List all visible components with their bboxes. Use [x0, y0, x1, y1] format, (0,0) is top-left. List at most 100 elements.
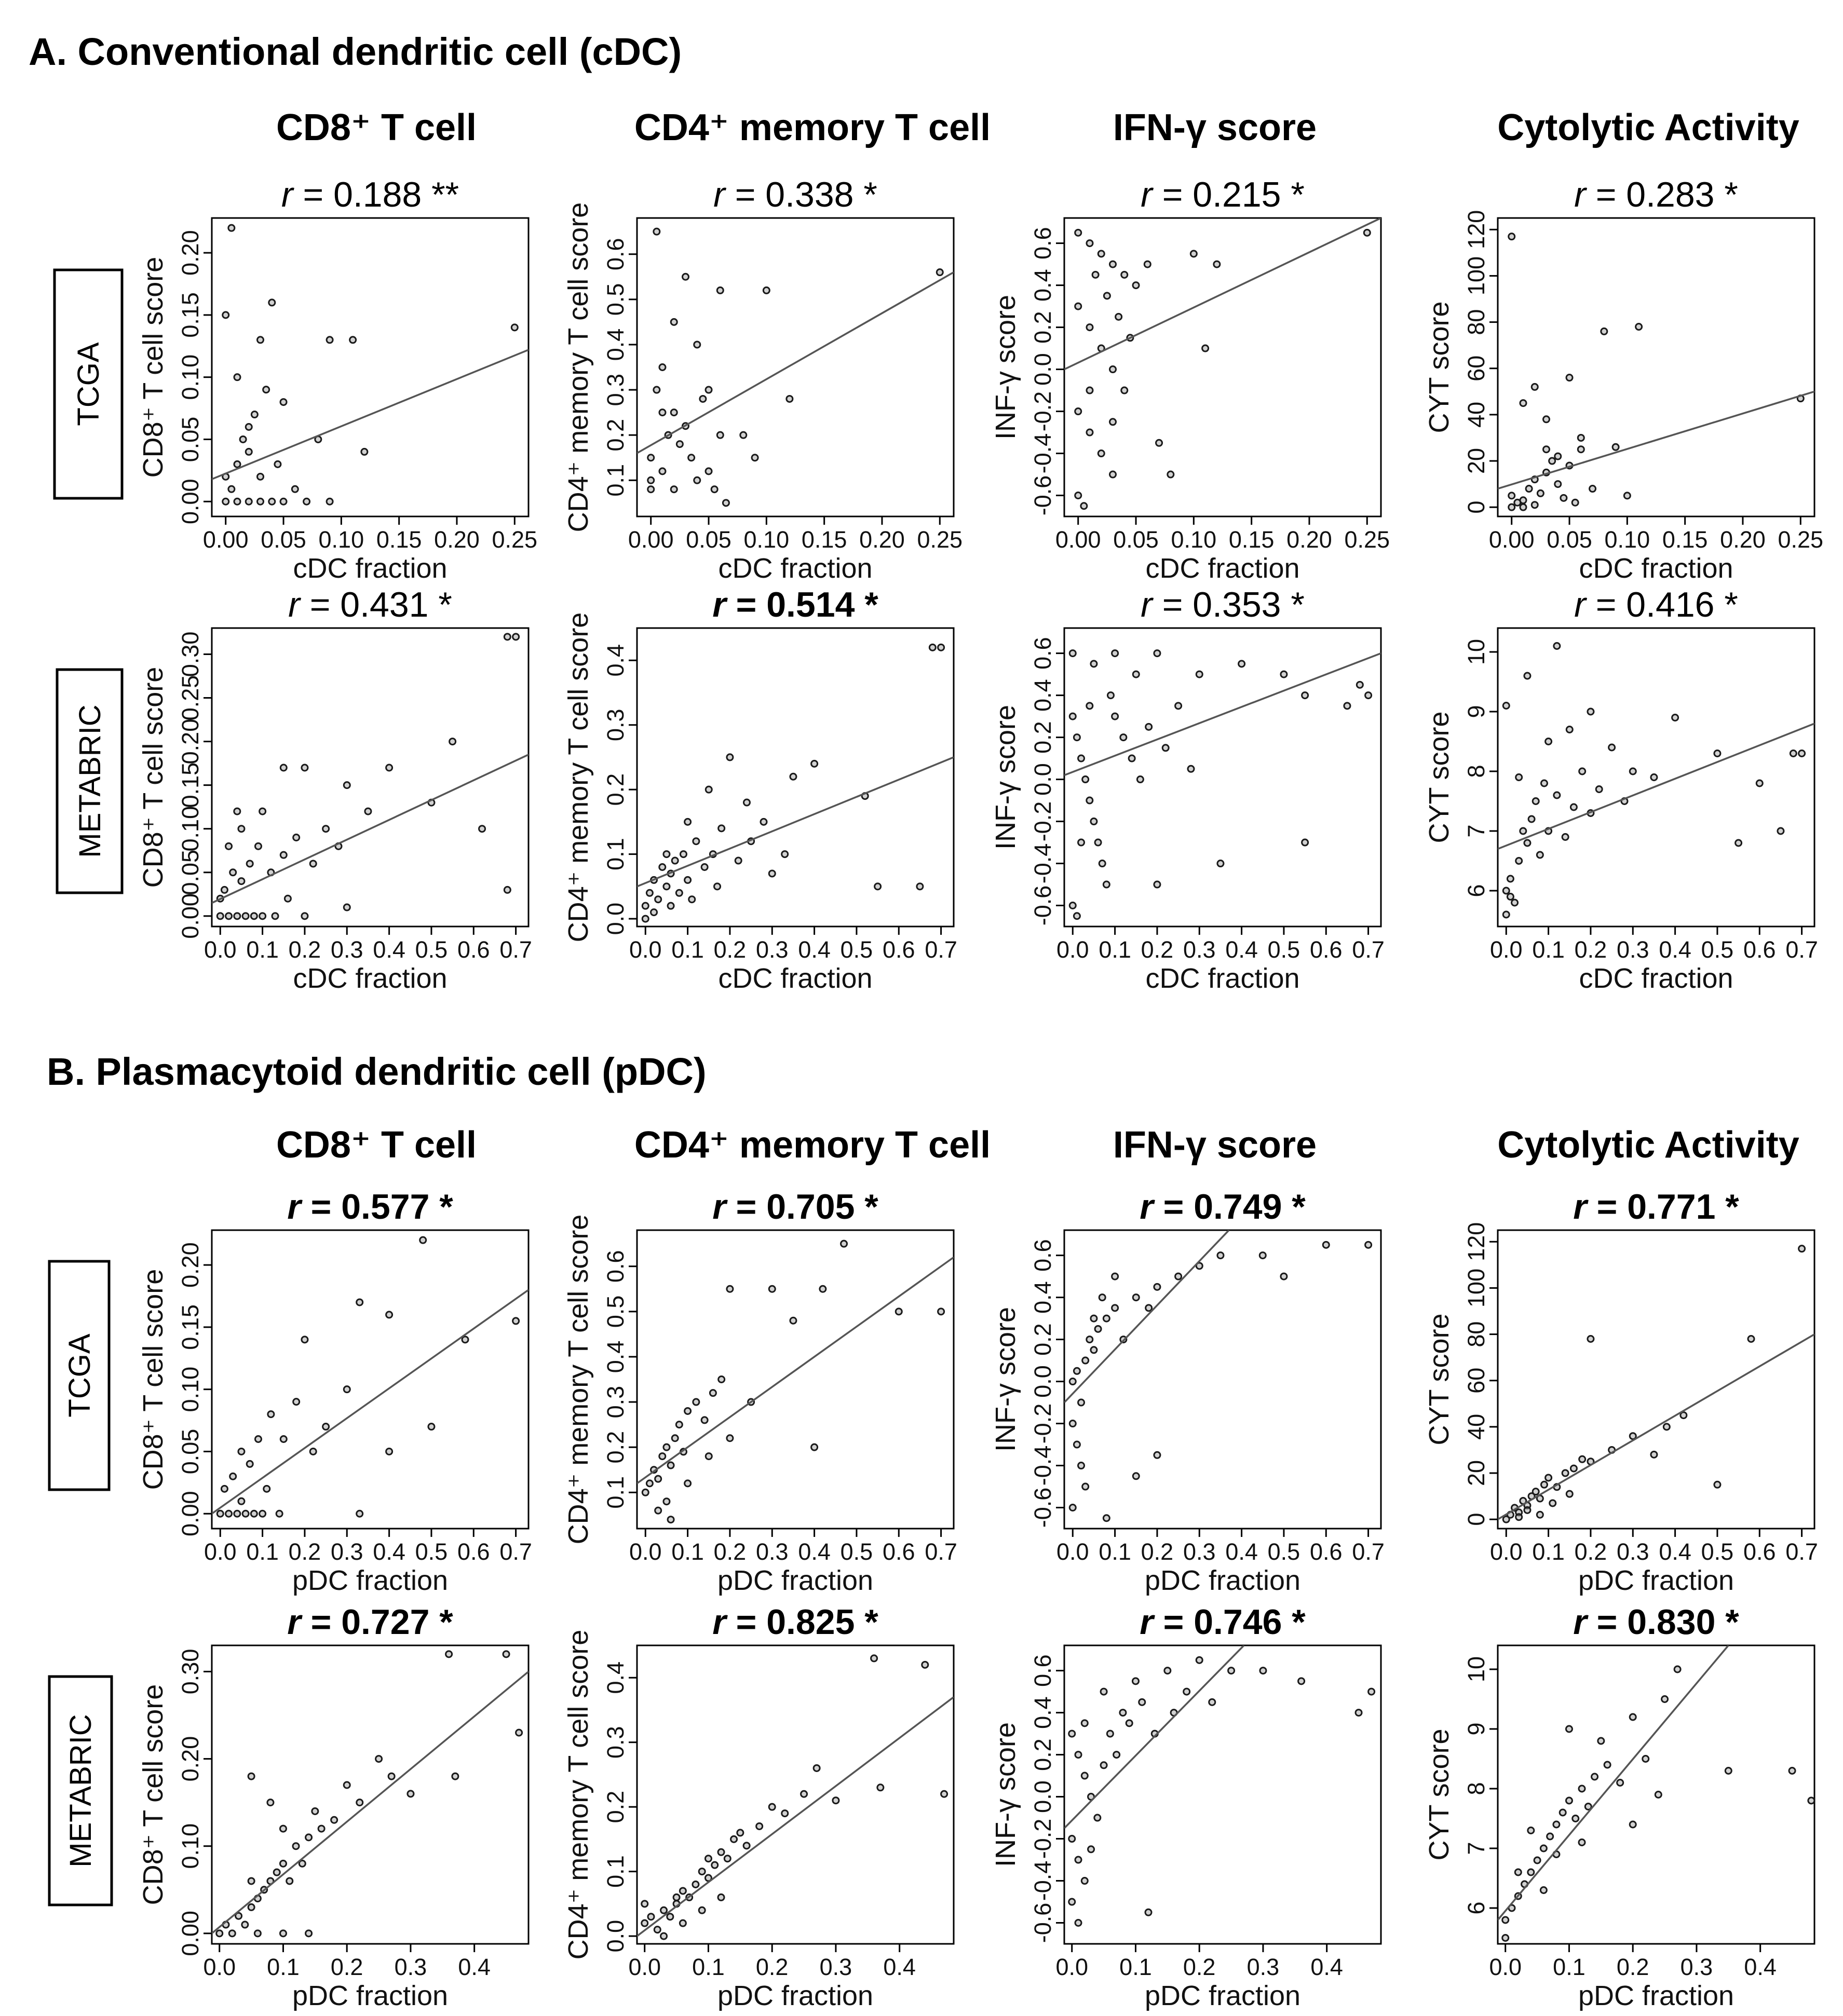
- data-point: [241, 912, 250, 920]
- data-point: [1595, 785, 1603, 793]
- data-point: [267, 1410, 275, 1419]
- data-point: [1532, 1488, 1540, 1496]
- data-point: [641, 915, 649, 923]
- data-point: [921, 1660, 929, 1669]
- data-point: [840, 1239, 848, 1248]
- data-layer: [637, 643, 954, 923]
- x-tick-label: 0.1: [671, 936, 704, 963]
- data-point: [874, 882, 882, 891]
- data-point: [700, 1416, 709, 1424]
- x-tick-label: 0.4: [373, 936, 405, 963]
- x-tick-label: 0.1: [246, 1538, 279, 1565]
- plot-frame: [1063, 1644, 1382, 1945]
- x-tick-label: 0.0: [1490, 1538, 1523, 1565]
- y-axis-label: INF-γ score: [990, 705, 1021, 850]
- x-tick-label: 0.10: [744, 526, 790, 553]
- data-point: [1097, 449, 1105, 458]
- y-tick-label: 0.15: [177, 292, 204, 338]
- x-tick-label: 0.3: [1617, 1538, 1649, 1565]
- correlation-label: r = 0.771 *: [1573, 1187, 1739, 1227]
- data-point: [660, 1906, 668, 1914]
- x-tick-label: 0.6: [457, 936, 490, 963]
- data-point: [1074, 492, 1082, 500]
- section-a-column-headers: CD8⁺ T cell CD4⁺ memory T cell IFN-γ sco…: [276, 107, 1799, 148]
- data-point: [263, 1484, 271, 1493]
- data-point: [1589, 485, 1597, 493]
- data-point: [1227, 1667, 1236, 1675]
- x-tick-label: 0.6: [1743, 1538, 1776, 1565]
- data-point: [228, 1929, 236, 1938]
- correlation-symbol: r: [712, 585, 728, 624]
- y-tick-label: -0.2: [1029, 1404, 1056, 1444]
- data-point: [1679, 1411, 1688, 1420]
- y-tick-label: 10: [1463, 1656, 1489, 1682]
- data-point: [672, 1893, 681, 1901]
- data-point: [1132, 1472, 1140, 1480]
- x-tick-label: 0.2: [714, 1538, 747, 1565]
- data-point: [1519, 503, 1527, 511]
- data-point: [819, 1285, 827, 1293]
- data-point: [1734, 839, 1743, 847]
- y-tick-label: 0.1: [602, 464, 629, 497]
- data-point: [675, 889, 683, 897]
- data-point: [1343, 702, 1351, 710]
- column-title-cd8: CD8⁺ T cell: [276, 107, 477, 148]
- scatter-panel: r = 0.746 * 0.0 0.1 0.2 0.3 0.4 -0.6-0.4-0.2 0.…: [990, 1602, 1382, 2011]
- y-tick-label: 0.4: [1029, 1696, 1056, 1729]
- data-point: [225, 842, 233, 850]
- data-point: [734, 856, 742, 865]
- y-tick-label: 0.4: [1029, 269, 1056, 302]
- data-point: [692, 1398, 700, 1406]
- data-point: [1174, 702, 1183, 710]
- section-b-title: B. Plasmacytoid dendritic cell (pDC): [47, 1050, 707, 1093]
- x-tick-label: 0.15: [376, 526, 422, 553]
- x-tick-label: 0.10: [1605, 526, 1650, 553]
- x-tick-label: 0.20: [1720, 526, 1766, 553]
- data-point: [1629, 1820, 1637, 1829]
- data-point: [1777, 827, 1785, 835]
- data-point: [1094, 838, 1102, 847]
- data-point: [713, 882, 722, 891]
- data-point: [684, 1407, 692, 1415]
- y-axis-label: CYT score: [1424, 1728, 1455, 1860]
- data-point: [1109, 418, 1117, 426]
- data-point: [360, 447, 369, 456]
- x-tick-label: 0.00: [203, 526, 249, 553]
- correlation-value: = 0.215 *: [1153, 175, 1305, 214]
- x-tick-label: 0.3: [756, 1538, 789, 1565]
- x-tick-label: 0.05: [1547, 526, 1592, 553]
- data-point: [1100, 1761, 1108, 1769]
- y-tick-label: 0.1: [602, 1855, 629, 1888]
- data-point: [1143, 260, 1151, 268]
- data-point: [1098, 1293, 1106, 1302]
- data-point: [723, 1855, 731, 1863]
- data-point: [1798, 750, 1806, 757]
- data-point: [895, 1307, 903, 1316]
- regression-line: [212, 754, 528, 904]
- correlation-label: r = 0.416 *: [1574, 585, 1738, 624]
- data-point: [1559, 1808, 1567, 1817]
- data-point: [1584, 1803, 1592, 1810]
- data-point: [225, 912, 233, 920]
- data-point: [675, 440, 684, 448]
- data-point: [322, 1423, 330, 1431]
- data-point: [710, 485, 719, 494]
- data-point: [385, 1311, 394, 1319]
- x-axis-label: cDC fraction: [718, 553, 872, 584]
- x-tick-label: 0.4: [1310, 1954, 1343, 1980]
- data-point: [760, 818, 768, 826]
- x-tick-label: 0.1: [671, 1538, 704, 1565]
- data-point: [704, 386, 713, 394]
- x-tick-label: 0.6: [457, 1538, 490, 1565]
- y-tick-label: 0.2: [602, 1791, 629, 1823]
- data-point: [654, 1506, 662, 1515]
- data-point: [1183, 1687, 1191, 1696]
- data-point: [1086, 796, 1094, 805]
- y-tick-label: 0.2: [602, 1431, 629, 1464]
- data-point: [670, 318, 678, 326]
- data-point: [1542, 445, 1551, 454]
- data-point: [717, 1375, 726, 1383]
- y-tick-label: 0.15: [177, 762, 204, 808]
- data-point: [658, 408, 667, 417]
- correlation-symbol: r: [1140, 1602, 1155, 1642]
